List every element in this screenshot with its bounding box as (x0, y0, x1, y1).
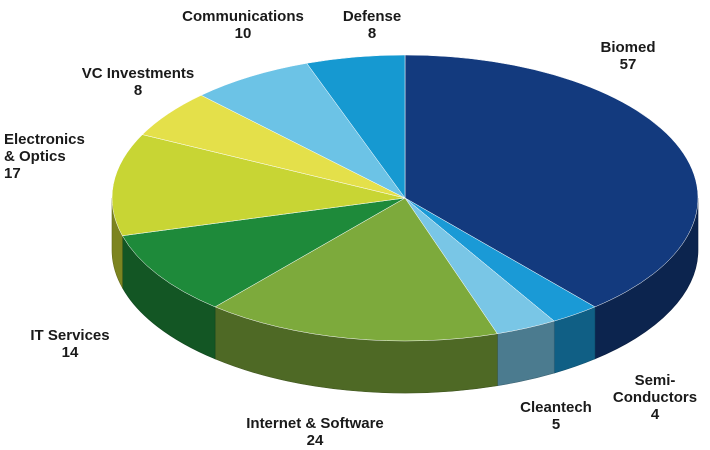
slice-value-electronics-optics: 17 (4, 165, 21, 182)
slice-value-biomed: 57 (620, 56, 637, 73)
slice-label-vc-investments: VC Investments 8 (82, 65, 195, 99)
pie-slice-communications (200, 63, 406, 199)
slice-label-biomed: Biomed 57 (600, 39, 655, 73)
slice-label-electronics-optics: Electronics & Optics 17 (4, 131, 85, 182)
slice-label-communications: Communications 10 (182, 8, 304, 42)
slice-value-vc-investments: 8 (134, 82, 142, 99)
slice-label-cleantech: Cleantech 5 (520, 399, 592, 433)
pie-slice-internet-software (214, 197, 498, 342)
pie-side-walls (111, 197, 699, 394)
pie-top-faces (111, 54, 699, 342)
slice-value-cleantech: 5 (552, 416, 560, 433)
slice-label-internet-software: Internet & Software 24 (246, 415, 384, 449)
slice-value-defense: 8 (368, 25, 376, 42)
slice-value-communications: 10 (235, 25, 252, 42)
slice-label-semi-conductors: Semi-Conductors 4 (613, 372, 697, 423)
pie-slice-biomed (404, 54, 699, 308)
slice-label-defense: Defense 8 (343, 8, 401, 42)
slice-label-it-services: IT Services 14 (30, 327, 109, 361)
slice-value-internet-software: 24 (307, 432, 324, 449)
slice-value-semi-conductors: 4 (651, 406, 660, 423)
pie-labels: Biomed 57 Semi-Conductors 4 Cleantech 5 Intern… (4, 8, 697, 449)
pie-slice-electronics-optics (111, 134, 406, 237)
slice-value-it-services: 14 (62, 344, 79, 361)
pie-slice-it-services (121, 197, 406, 308)
pie-slice-defense (306, 54, 406, 199)
